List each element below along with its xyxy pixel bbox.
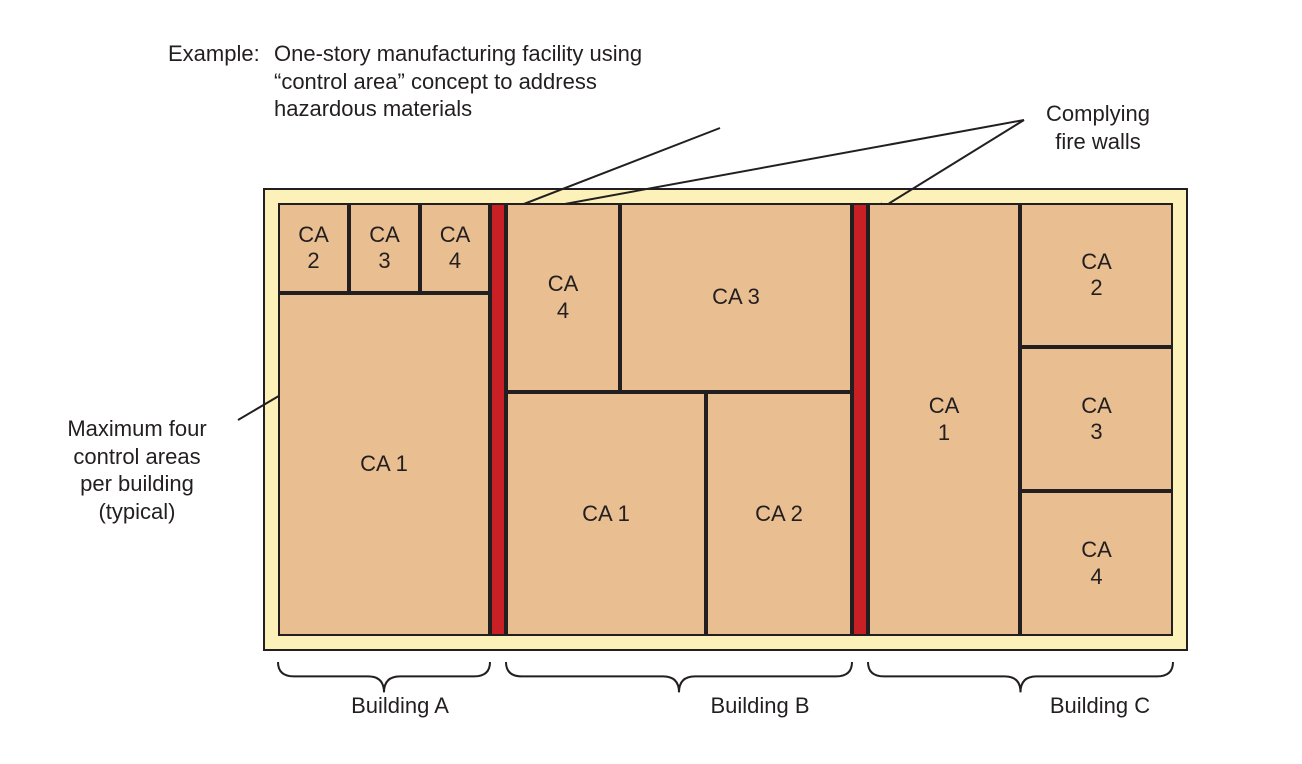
room-b-2: CA 1 bbox=[506, 392, 706, 636]
room-c-3: CA 4 bbox=[1020, 491, 1173, 636]
fire-wall-0 bbox=[490, 203, 506, 636]
fire-wall-1 bbox=[852, 203, 868, 636]
room-label: CA 3 bbox=[1081, 393, 1112, 446]
room-label: CA 3 bbox=[369, 222, 400, 275]
room-b-0: CA 4 bbox=[506, 203, 620, 392]
max-areas-label: Maximum four control areas per building … bbox=[37, 415, 237, 525]
room-label: CA 1 bbox=[929, 393, 960, 446]
room-label: CA 2 bbox=[755, 501, 803, 527]
room-b-1: CA 3 bbox=[620, 203, 852, 392]
room-label: CA 4 bbox=[440, 222, 471, 275]
room-label: CA 1 bbox=[582, 501, 630, 527]
room-label: CA 2 bbox=[1081, 249, 1112, 302]
room-a-2: CA 4 bbox=[420, 203, 490, 293]
room-label: CA 4 bbox=[1081, 537, 1112, 590]
room-a-0: CA 2 bbox=[278, 203, 349, 293]
building-c-label: Building C bbox=[1000, 692, 1200, 720]
room-a-3: CA 1 bbox=[278, 293, 490, 636]
building-a-label: Building A bbox=[300, 692, 500, 720]
example-body: One-story manufacturing facility using “… bbox=[274, 40, 724, 123]
room-b-3: CA 2 bbox=[706, 392, 852, 636]
building-b-label: Building B bbox=[660, 692, 860, 720]
room-label: CA 4 bbox=[548, 271, 579, 324]
diagram-stage: Example: One-story manufacturing facilit… bbox=[20, 20, 1302, 744]
room-c-0: CA 1 bbox=[868, 203, 1020, 636]
room-label: CA 1 bbox=[360, 451, 408, 477]
example-prefix: Example: bbox=[168, 40, 268, 68]
firewalls-label: Complying fire walls bbox=[1028, 100, 1168, 155]
room-label: CA 2 bbox=[298, 222, 329, 275]
room-c-2: CA 3 bbox=[1020, 347, 1173, 491]
room-a-1: CA 3 bbox=[349, 203, 420, 293]
room-label: CA 3 bbox=[712, 284, 760, 310]
room-c-1: CA 2 bbox=[1020, 203, 1173, 347]
